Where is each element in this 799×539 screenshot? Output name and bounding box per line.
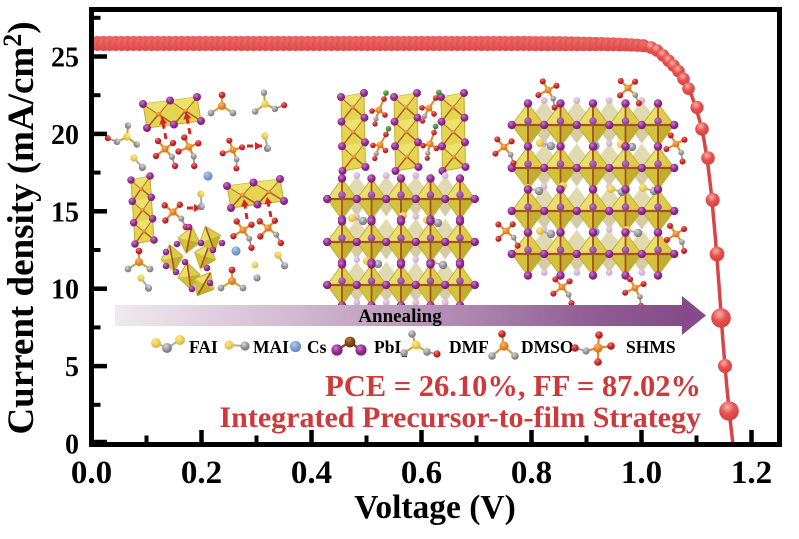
svg-text:Current density (mA/cm2): Current density (mA/cm2)	[0, 21, 42, 434]
svg-text:10: 10	[51, 275, 79, 306]
svg-text:SHMS: SHMS	[626, 337, 676, 357]
svg-text:MAI: MAI	[253, 337, 289, 357]
svg-text:25: 25	[51, 43, 79, 74]
svg-text:20: 20	[51, 120, 79, 151]
svg-text:0: 0	[65, 430, 79, 461]
svg-text:0.8: 0.8	[511, 455, 552, 491]
svg-text:0.0: 0.0	[71, 455, 112, 491]
svg-text:Voltage (V): Voltage (V)	[354, 489, 516, 526]
svg-text:15: 15	[51, 197, 79, 228]
svg-text:PCE = 26.10%, FF = 87.02%: PCE = 26.10%, FF = 87.02%	[325, 369, 701, 403]
svg-text:0.2: 0.2	[181, 455, 222, 491]
svg-text:FAI: FAI	[189, 337, 218, 357]
svg-text:DMSO: DMSO	[521, 337, 574, 357]
svg-text:1.2: 1.2	[731, 455, 772, 491]
svg-text:0.4: 0.4	[291, 455, 332, 491]
svg-text:5: 5	[65, 352, 79, 383]
svg-text:Integrated Precursor-to-film S: Integrated Precursor-to-film Strategy	[220, 401, 702, 434]
svg-text:DMF: DMF	[449, 337, 489, 357]
svg-text:Cs: Cs	[307, 337, 327, 357]
svg-text:Annealing: Annealing	[358, 306, 442, 327]
svg-text:1.0: 1.0	[621, 455, 662, 491]
svg-text:0.6: 0.6	[401, 455, 442, 491]
